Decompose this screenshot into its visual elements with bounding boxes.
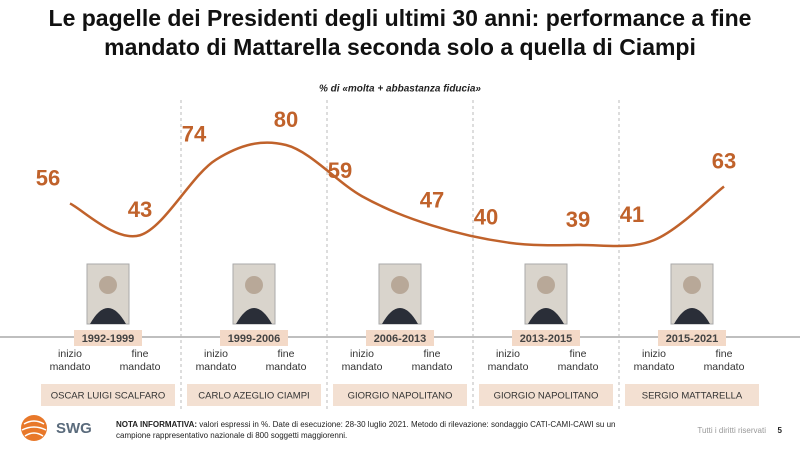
president-name: CARLO AZEGLIO CIAMPI: [198, 391, 309, 402]
photo-body: [674, 308, 710, 324]
x-tick-label: inizio mandato: [341, 348, 383, 373]
x-tick-box: fine mandato: [411, 348, 453, 373]
name-box: [333, 384, 467, 406]
x-tick-box: inizio mandato: [341, 348, 383, 373]
value-label: 40: [474, 204, 498, 229]
rights: Tutti i diritti riservati: [697, 426, 766, 435]
period: 2006-2013: [374, 333, 427, 345]
president-name: SERGIO MATTARELLA: [642, 391, 743, 402]
x-tick-box: inizio mandato: [487, 348, 529, 373]
period-box: [512, 330, 580, 346]
period: 2013-2015: [520, 333, 573, 345]
photo-body: [90, 308, 126, 324]
title: Le pagelle dei Presidenti degli ultimi 3…: [48, 5, 752, 60]
value-label: 74: [182, 121, 207, 146]
value-label: 59: [328, 158, 352, 183]
x-tick-label: fine mandato: [119, 348, 161, 373]
page-number: 5: [778, 426, 783, 435]
photo-head: [537, 276, 555, 294]
period: 1992-1999: [82, 333, 135, 345]
period-box: [74, 330, 142, 346]
photo-head: [683, 276, 701, 294]
title-box: Le pagelle dei Presidenti degli ultimi 3…: [48, 5, 752, 60]
name-box: [479, 384, 613, 406]
note-text: valori espressi in %. Date di esecuzione…: [116, 420, 616, 440]
x-tick-box: fine mandato: [119, 348, 161, 373]
period-box: [366, 330, 434, 346]
value-label: 63: [712, 148, 736, 173]
value-label: 41: [620, 202, 644, 227]
president-name: OSCAR LUIGI SCALFARO: [51, 391, 166, 402]
x-tick-label: inizio mandato: [633, 348, 675, 373]
photo-head: [391, 276, 409, 294]
x-tick-box: inizio mandato: [633, 348, 675, 373]
photo-body: [528, 308, 564, 324]
x-tick-label: inizio mandato: [195, 348, 237, 373]
period: 2015-2021: [666, 333, 719, 345]
logo-lines: [21, 420, 47, 437]
x-tick-box: fine mandato: [265, 348, 307, 373]
x-tick-label: fine mandato: [557, 348, 599, 373]
value-label: 39: [566, 207, 590, 232]
x-tick-label: inizio mandato: [487, 348, 529, 373]
x-tick-label: inizio mandato: [49, 348, 91, 373]
x-tick-box: fine mandato: [557, 348, 599, 373]
photo-body: [382, 308, 418, 324]
name-box: [625, 384, 759, 406]
logo-text: SWG: [56, 420, 92, 437]
x-tick-box: fine mandato: [703, 348, 745, 373]
value-label: 43: [128, 197, 152, 222]
name-box: [187, 384, 321, 406]
note: NOTA INFORMATIVA: valori espressi in %. …: [116, 419, 636, 441]
note-label: NOTA INFORMATIVA:: [116, 420, 198, 429]
value-label: 56: [36, 165, 60, 190]
x-tick-box: inizio mandato: [49, 348, 91, 373]
value-label: 80: [274, 107, 298, 132]
period-box: [220, 330, 288, 346]
x-tick-box: inizio mandato: [195, 348, 237, 373]
subtitle: % di «molta + abbastanza fiducia»: [319, 84, 481, 95]
president-name: GIORGIO NAPOLITANO: [494, 391, 599, 402]
x-tick-label: fine mandato: [265, 348, 307, 373]
name-box: [41, 384, 175, 406]
value-label: 47: [420, 187, 444, 212]
photo-head: [99, 276, 117, 294]
period-box: [658, 330, 726, 346]
photo-body: [236, 308, 272, 324]
photo-head: [245, 276, 263, 294]
x-tick-label: fine mandato: [411, 348, 453, 373]
period: 1999-2006: [228, 333, 281, 345]
president-name: GIORGIO NAPOLITANO: [348, 391, 453, 402]
x-tick-label: fine mandato: [703, 348, 745, 373]
line: [69, 141, 725, 248]
